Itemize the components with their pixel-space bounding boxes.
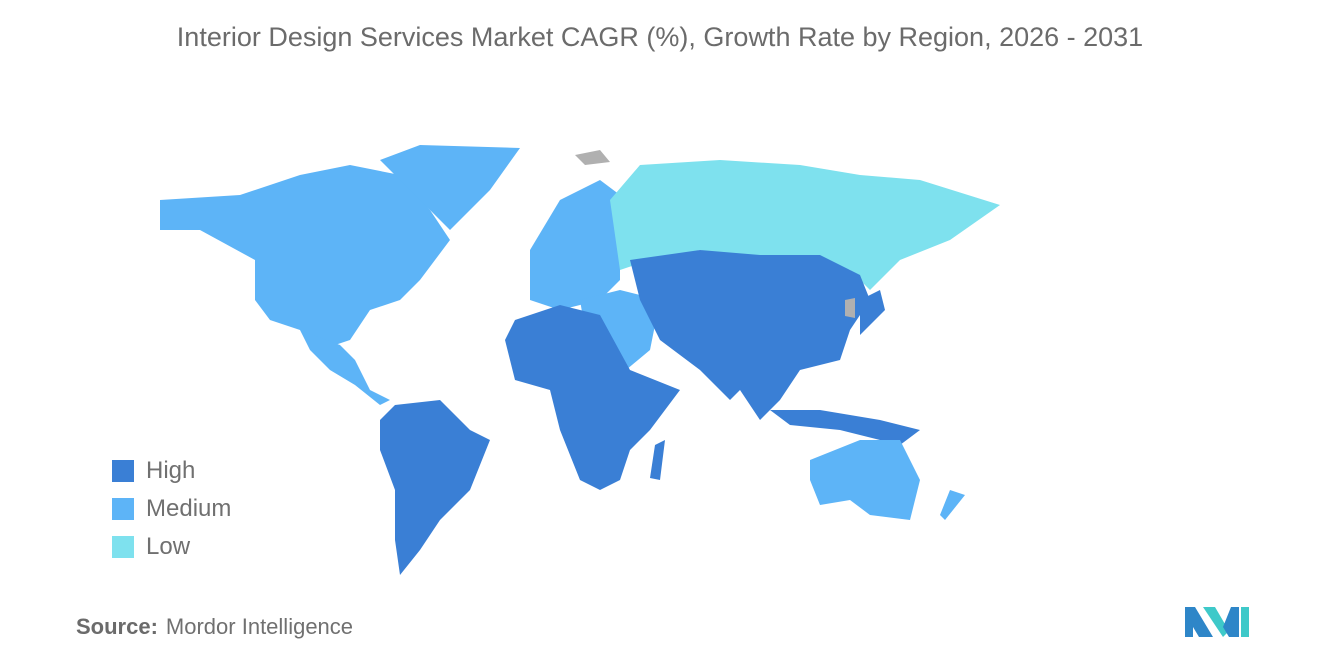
region-africa	[505, 305, 680, 490]
legend-swatch-medium	[112, 498, 134, 520]
region-europe	[530, 180, 620, 310]
source-label: Source:	[76, 614, 158, 639]
region-greenland	[380, 145, 520, 230]
mordor-logo-icon	[1185, 607, 1249, 637]
legend-item-medium: Medium	[112, 490, 231, 528]
region-korea	[845, 298, 855, 318]
region-new-zealand	[940, 490, 965, 520]
legend-item-high: High	[112, 452, 231, 490]
legend: High Medium Low	[112, 452, 231, 566]
region-russia	[610, 160, 1000, 290]
legend-label: Low	[146, 533, 191, 560]
legend-swatch-low	[112, 536, 134, 558]
source-value: Mordor Intelligence	[165, 614, 354, 639]
region-south-america	[380, 400, 490, 575]
region-asia	[630, 250, 870, 420]
legend-swatch-high	[112, 460, 134, 482]
region-svalbard	[575, 150, 610, 165]
legend-label: High	[146, 457, 196, 484]
region-central-america	[300, 330, 390, 405]
region-north-america	[160, 165, 450, 350]
region-madagascar	[650, 440, 665, 480]
legend-label: Medium	[146, 495, 232, 522]
region-southeast-asia	[770, 410, 920, 445]
region-japan	[860, 290, 885, 335]
legend-item-low: Low	[112, 528, 231, 566]
chart-title: Interior Design Services Market CAGR (%)…	[176, 22, 1144, 52]
source-note: Source: Mordor Intelligence	[76, 614, 353, 640]
region-australia	[810, 440, 920, 520]
